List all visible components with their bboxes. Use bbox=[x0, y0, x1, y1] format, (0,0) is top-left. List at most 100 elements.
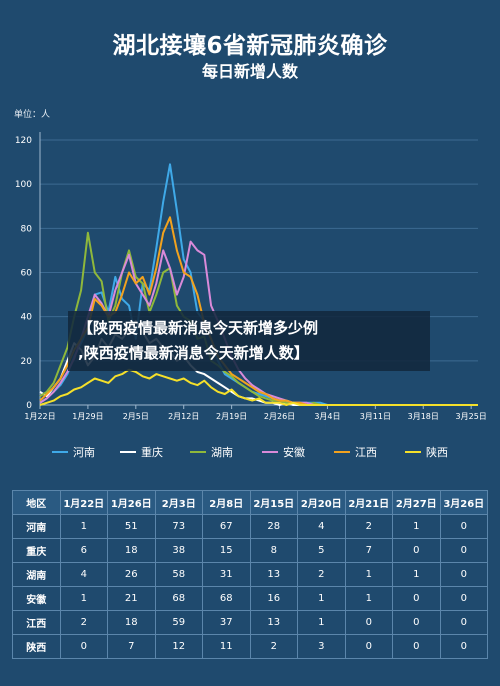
table-cell: 37 bbox=[202, 610, 251, 635]
table-row-label: 湖南 bbox=[12, 562, 61, 587]
table-cell: 51 bbox=[107, 514, 156, 539]
legend-label: 江西 bbox=[355, 446, 377, 459]
table-header-cell: 1月26日 bbox=[107, 490, 156, 515]
table-cell: 0 bbox=[344, 634, 393, 659]
table-cell: 3 bbox=[297, 634, 346, 659]
table-header-cell: 2月20日 bbox=[297, 490, 346, 515]
table-row: 湖南 4 26 58 31 13 2 1 1 0 bbox=[12, 562, 488, 587]
table-cell: 2 bbox=[344, 514, 393, 539]
table-cell: 0 bbox=[439, 514, 488, 539]
table-row: 安徽 1 21 68 68 16 1 1 0 0 bbox=[12, 586, 488, 611]
legend-swatch bbox=[52, 451, 68, 453]
article-title-overlay: 【陕西疫情最新消息今天新增多少例 ,陕西疫情最新消息今天新增人数】 bbox=[68, 311, 430, 371]
table-row-label: 河南 bbox=[12, 514, 61, 539]
legend-swatch bbox=[334, 451, 350, 453]
table-cell: 73 bbox=[154, 514, 203, 539]
table-cell: 6 bbox=[59, 538, 108, 563]
y-tick-label: 20 bbox=[21, 357, 33, 367]
table-header-cell: 2月3日 bbox=[154, 490, 203, 515]
table-row-label: 陕西 bbox=[12, 634, 61, 659]
legend-label: 陕西 bbox=[426, 446, 448, 459]
data-table-container: 地区 1月22日 1月26日 2月3日 2月8日 2月15日 2月20日 2月21日 2月27日… bbox=[12, 490, 488, 659]
table-cell: 18 bbox=[107, 610, 156, 635]
table-cell: 0 bbox=[439, 634, 488, 659]
table-cell: 1 bbox=[392, 514, 441, 539]
y-tick-label: 100 bbox=[15, 180, 32, 190]
table-cell: 1 bbox=[59, 586, 108, 611]
data-table: 地区 1月22日 1月26日 2月3日 2月8日 2月15日 2月20日 2月21日 2月27日… bbox=[12, 490, 488, 659]
y-tick-label: 40 bbox=[21, 313, 33, 323]
table-row-label: 江西 bbox=[12, 610, 61, 635]
table-cell: 38 bbox=[154, 538, 203, 563]
x-tick-label: 3月25日 bbox=[456, 412, 487, 421]
table-row-label: 安徽 bbox=[12, 586, 61, 611]
table-row: 陕西 0 7 12 11 2 3 0 0 0 bbox=[12, 634, 488, 659]
table-cell: 1 bbox=[297, 610, 346, 635]
table-cell: 68 bbox=[202, 586, 251, 611]
legend-item: 江西 bbox=[334, 444, 377, 460]
table-cell: 4 bbox=[59, 562, 108, 587]
table-cell: 58 bbox=[154, 562, 203, 587]
table-cell: 2 bbox=[297, 562, 346, 587]
legend-label: 湖南 bbox=[211, 446, 233, 459]
table-header-cell: 2月21日 bbox=[344, 490, 393, 515]
x-tick-label: 1月29日 bbox=[72, 412, 103, 421]
legend-swatch bbox=[405, 451, 421, 453]
legend-item: 河南 bbox=[52, 444, 95, 460]
table-cell: 1 bbox=[392, 562, 441, 587]
table-cell: 31 bbox=[202, 562, 251, 587]
chart-legend: 河南 重庆 湖南 安徽 江西 陕西 bbox=[0, 444, 500, 460]
y-tick-label: 0 bbox=[26, 401, 32, 411]
table-header-cell: 地区 bbox=[12, 490, 61, 515]
legend-label: 安徽 bbox=[283, 446, 305, 459]
x-tick-label: 2月26日 bbox=[264, 412, 295, 421]
x-tick-label: 3月4日 bbox=[314, 412, 340, 421]
table-row: 重庆 6 18 38 15 8 5 7 0 0 bbox=[12, 538, 488, 563]
y-tick-label: 120 bbox=[15, 136, 32, 146]
table-cell: 26 bbox=[107, 562, 156, 587]
table-cell: 1 bbox=[344, 562, 393, 587]
legend-swatch bbox=[262, 451, 278, 453]
table-header-cell: 2月8日 bbox=[202, 490, 251, 515]
table-cell: 0 bbox=[439, 562, 488, 587]
x-tick-label: 1月22日 bbox=[24, 412, 55, 421]
table-cell: 21 bbox=[107, 586, 156, 611]
table-cell: 59 bbox=[154, 610, 203, 635]
y-tick-label: 60 bbox=[21, 269, 33, 279]
table-header-cell: 2月15日 bbox=[249, 490, 298, 515]
table-cell: 1 bbox=[59, 514, 108, 539]
unit-label: 单位：人 bbox=[14, 110, 51, 120]
table-cell: 0 bbox=[439, 610, 488, 635]
table-cell: 18 bbox=[107, 538, 156, 563]
legend-swatch bbox=[190, 451, 206, 453]
table-cell: 2 bbox=[59, 610, 108, 635]
table-header-cell: 2月27日 bbox=[392, 490, 441, 515]
table-cell: 8 bbox=[249, 538, 298, 563]
table-cell: 0 bbox=[392, 538, 441, 563]
line-chart: 0 20 40 60 80 100 120 1月22日 1月29日 2月5日 2月12日 2月19日 2… bbox=[15, 132, 487, 421]
table-row-label: 重庆 bbox=[12, 538, 61, 563]
table-cell: 7 bbox=[107, 634, 156, 659]
legend-item: 重庆 bbox=[120, 444, 163, 460]
chart-title: 湖北接壤6省新冠肺炎确诊 bbox=[112, 33, 388, 59]
overlay-line-1: 【陕西疫情最新消息今天新增多少例 bbox=[78, 319, 319, 337]
table-cell: 12 bbox=[154, 634, 203, 659]
table-header-cell: 1月22日 bbox=[59, 490, 108, 515]
y-tick-label: 80 bbox=[21, 224, 33, 234]
table-cell: 28 bbox=[249, 514, 298, 539]
table-row: 江西 2 18 59 37 13 1 0 0 0 bbox=[12, 610, 488, 635]
legend-item: 湖南 bbox=[190, 444, 233, 460]
table-header-cell: 3月26日 bbox=[439, 490, 488, 515]
table-header-row: 地区 1月22日 1月26日 2月3日 2月8日 2月15日 2月20日 2月21日 2月27日… bbox=[12, 490, 488, 515]
x-tick-label: 2月19日 bbox=[216, 412, 247, 421]
series-line-6 bbox=[39, 368, 478, 406]
table-cell: 0 bbox=[59, 634, 108, 659]
table-row: 河南 1 51 73 67 28 4 2 1 0 bbox=[12, 514, 488, 539]
table-cell: 0 bbox=[392, 586, 441, 611]
legend-swatch bbox=[120, 451, 136, 453]
table-cell: 0 bbox=[439, 538, 488, 563]
table-cell: 0 bbox=[439, 586, 488, 611]
table-cell: 1 bbox=[344, 586, 393, 611]
legend-label: 河南 bbox=[73, 446, 95, 459]
table-cell: 13 bbox=[249, 562, 298, 587]
